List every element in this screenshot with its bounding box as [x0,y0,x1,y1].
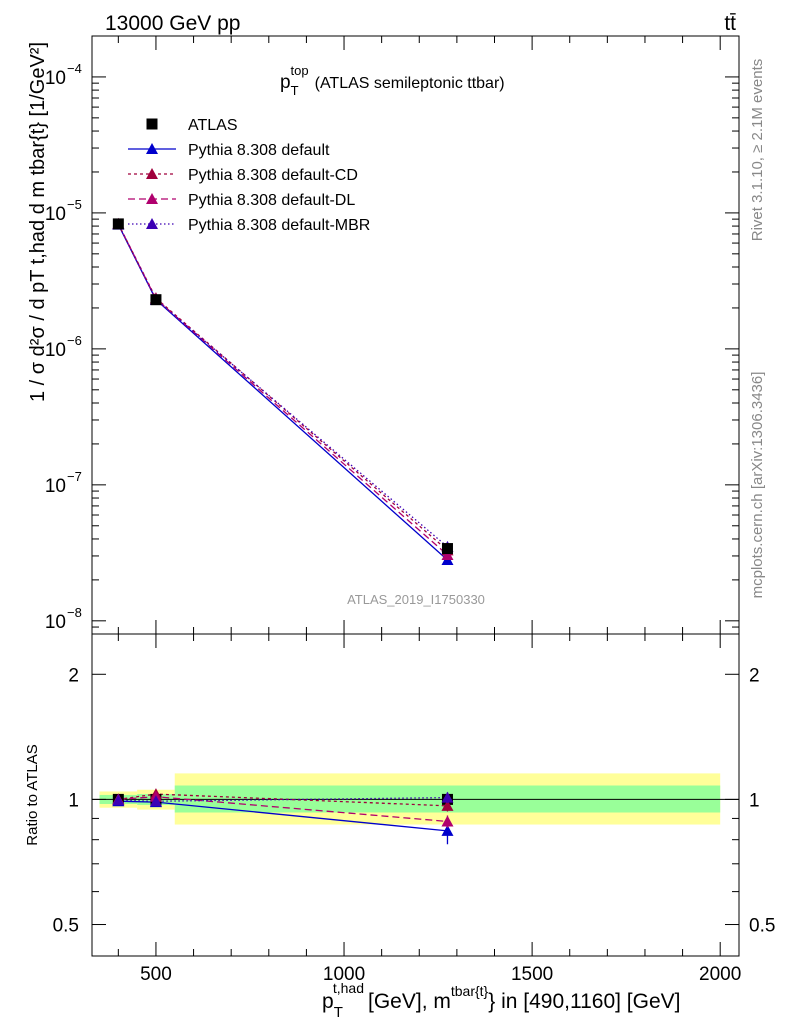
ratio-y-tick-label-right: 2 [749,665,760,686]
ratio-y-tick-label-right: 0.5 [749,916,775,937]
main-y-axis-label: 1 / σ d²σ / d pT t,had d m tbar{t} [1/Ge… [27,42,49,402]
y-tick-exponent: −7 [67,469,82,484]
y-tick-exponent: −5 [67,197,82,212]
point-default-dl [441,548,454,560]
legend-label: Pythia 8.308 default-MBR [188,217,370,234]
y-tick-label: 10 [45,204,66,225]
main-panel: 10−810−710−610−510−4 pTtop(ATLAS semilep… [27,35,740,635]
point-data [150,294,162,306]
ratio-point-default [441,824,454,836]
ratio-point-default-mbr [441,791,454,803]
ratio-point-default-cd [441,799,454,811]
x-tick-label: 1500 [511,964,553,985]
ratio-series-markers [112,788,454,845]
legend-marker [146,168,158,179]
legend-label: Pythia 8.308 default-CD [188,167,358,184]
main-y-tick-labels: 10−810−710−610−510−4 [45,61,82,633]
main-y-ticks [92,35,739,635]
header-left: 13000 GeV pp [105,12,240,35]
main-series-markers [112,217,454,566]
legend-label: Pythia 8.308 default-DL [188,192,355,209]
y-tick-exponent: −4 [67,61,82,76]
plot-title: pTtop(ATLAS semileptonic ttbar) [280,63,505,98]
x-tick-label: 2000 [699,964,741,985]
main-frame [91,35,740,635]
ratio-line-default-mbr [118,796,448,802]
ratio-panel: 0.5 0.5 1 1 2 2 500 1000 1500 2000 Ratio to ATLA… [24,633,776,1021]
analysis-watermark: ATLAS_2019_I1750330 [347,592,485,607]
y-tick-exponent: −8 [67,605,82,620]
point-data [112,218,124,230]
legend-marker [146,218,158,229]
header-right: tt̄ [724,12,736,35]
x-tick-label: 500 [140,964,172,985]
y-tick-exponent: −6 [67,333,82,348]
legend-label: Pythia 8.308 default [188,142,330,159]
y-tick-label: 10 [45,68,66,89]
x-tick-label: 1000 [323,964,365,985]
legend-marker [146,118,158,130]
side-label-upper: Rivet 3.1.10, ≥ 2.1M events [749,59,766,242]
ratio-y-tick-label: 0.5 [53,916,79,937]
ratio-y-tick-label: 2 [68,665,79,686]
ratio-y-axis-label: Ratio to ATLAS [24,744,41,845]
ratio-ticks [92,634,739,956]
ratio-point-default-mbr [149,795,162,807]
y-tick-label: 10 [45,612,66,633]
legend: ATLAS Pythia 8.308 default Pythia 8.308 de… [128,117,370,234]
point-data [441,543,453,555]
x-tick-labels: 500 1000 1500 2000 [140,964,741,985]
ratio-y-tick-label: 1 [68,790,79,811]
y-tick-label: 10 [45,340,66,361]
ratio-y-tick-label-right: 1 [749,790,760,811]
ratio-point-default-mbr [112,794,125,806]
legend-marker [146,193,158,204]
x-axis-label: pTt,had[GeV], mtbar{t}} in [490,1160] [G… [322,980,681,1021]
legend-label: ATLAS [188,117,238,134]
legend-marker [146,143,158,154]
ratio-y-tick-labels: 0.5 0.5 1 1 2 2 [53,665,776,936]
side-label-lower: mcplots.cern.ch [arXiv:1306.3436] [749,372,766,599]
y-tick-label: 10 [45,476,66,497]
ratio-point-default-dl [441,815,454,827]
